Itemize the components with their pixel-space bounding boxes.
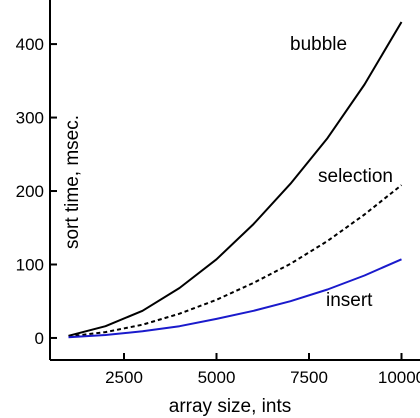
axes xyxy=(49,0,420,361)
series-line-selection xyxy=(68,184,403,338)
series-line-insert xyxy=(68,258,402,339)
x-ticks: 2500 5000 7500 10000 xyxy=(105,353,420,387)
y-tick-label: 200 xyxy=(16,182,44,201)
series-labels: bubble selection insert xyxy=(290,34,393,311)
x-tick-label: 10000 xyxy=(378,368,420,387)
series-label-selection: selection xyxy=(318,166,393,187)
x-tick-label: 5000 xyxy=(198,368,236,387)
series-line-bubble xyxy=(68,21,403,337)
x-axis-title: array size, ints xyxy=(169,396,291,417)
series-label-bubble: bubble xyxy=(290,34,347,55)
y-tick-label: 100 xyxy=(16,255,44,274)
series-label-insert: insert xyxy=(326,290,373,311)
y-tick-label: 0 xyxy=(35,329,44,348)
y-tick-label: 300 xyxy=(16,109,44,128)
x-tick-label: 7500 xyxy=(290,368,328,387)
series-lines xyxy=(68,21,403,339)
y-axis-title: sort time, msec. xyxy=(62,115,83,249)
x-tick-label: 2500 xyxy=(105,368,143,387)
y-ticks: 0 100 200 300 400 xyxy=(16,35,57,348)
y-tick-label: 400 xyxy=(16,35,44,54)
